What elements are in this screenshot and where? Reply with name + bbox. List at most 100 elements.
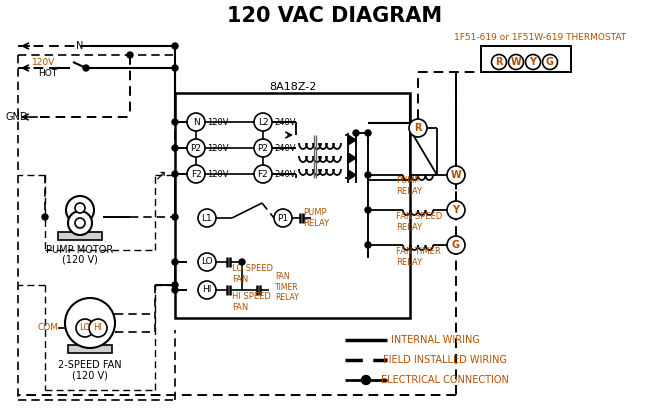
Circle shape xyxy=(65,298,115,348)
Circle shape xyxy=(198,209,216,227)
Polygon shape xyxy=(348,153,356,163)
Circle shape xyxy=(172,287,178,293)
Circle shape xyxy=(365,130,371,136)
Text: G: G xyxy=(452,240,460,250)
Text: 120V: 120V xyxy=(207,143,228,153)
Text: HI SPEED
FAN: HI SPEED FAN xyxy=(232,292,271,312)
Circle shape xyxy=(172,43,178,49)
Circle shape xyxy=(198,281,216,299)
Circle shape xyxy=(274,209,292,227)
Circle shape xyxy=(187,139,205,157)
Text: 120V: 120V xyxy=(207,117,228,127)
Bar xyxy=(68,345,112,353)
Circle shape xyxy=(365,207,371,213)
Bar xyxy=(481,46,571,72)
Bar xyxy=(58,232,102,240)
Circle shape xyxy=(239,259,245,265)
Circle shape xyxy=(75,218,85,228)
Circle shape xyxy=(76,319,94,337)
Circle shape xyxy=(365,172,371,178)
Circle shape xyxy=(492,54,507,70)
Circle shape xyxy=(172,282,178,288)
Text: 8A18Z-2: 8A18Z-2 xyxy=(269,82,316,92)
Text: N: N xyxy=(76,41,84,51)
Circle shape xyxy=(68,211,92,235)
Circle shape xyxy=(447,236,465,254)
Circle shape xyxy=(187,165,205,183)
Circle shape xyxy=(89,319,107,337)
Text: G: G xyxy=(546,57,554,67)
Text: PUMP
RELAY: PUMP RELAY xyxy=(303,208,329,228)
Text: HI: HI xyxy=(202,285,212,295)
Text: R: R xyxy=(495,57,502,67)
Bar xyxy=(175,93,410,318)
Circle shape xyxy=(198,253,216,271)
Text: N: N xyxy=(193,117,200,127)
Circle shape xyxy=(172,171,178,177)
Text: (120 V): (120 V) xyxy=(72,370,108,380)
Circle shape xyxy=(187,113,205,131)
Text: PUMP
RELAY: PUMP RELAY xyxy=(396,176,422,196)
Text: 2-SPEED FAN: 2-SPEED FAN xyxy=(58,360,122,370)
Circle shape xyxy=(42,214,48,220)
Text: 240V: 240V xyxy=(274,170,295,178)
Text: Y: Y xyxy=(529,57,537,67)
Text: 120 VAC DIAGRAM: 120 VAC DIAGRAM xyxy=(227,6,443,26)
Text: P2: P2 xyxy=(190,143,202,153)
Text: 1F51-619 or 1F51W-619 THERMOSTAT: 1F51-619 or 1F51W-619 THERMOSTAT xyxy=(454,33,626,41)
Text: LO SPEED
FAN: LO SPEED FAN xyxy=(232,264,273,284)
Circle shape xyxy=(83,65,89,71)
Circle shape xyxy=(365,242,371,248)
Text: F2: F2 xyxy=(191,170,202,178)
Circle shape xyxy=(362,375,371,385)
Text: W: W xyxy=(511,57,521,67)
Text: P2: P2 xyxy=(257,143,269,153)
Circle shape xyxy=(75,203,85,213)
Text: FIELD INSTALLED WIRING: FIELD INSTALLED WIRING xyxy=(383,355,507,365)
Text: 120V: 120V xyxy=(207,170,228,178)
Polygon shape xyxy=(348,135,356,145)
Circle shape xyxy=(254,165,272,183)
Circle shape xyxy=(172,145,178,151)
Circle shape xyxy=(409,119,427,137)
Text: F2: F2 xyxy=(258,170,269,178)
Circle shape xyxy=(509,54,523,70)
Circle shape xyxy=(172,65,178,71)
Text: 120V: 120V xyxy=(32,57,55,67)
Circle shape xyxy=(254,139,272,157)
Text: L2: L2 xyxy=(258,117,268,127)
Circle shape xyxy=(543,54,557,70)
Text: ↗: ↗ xyxy=(154,168,165,182)
Text: FAN TIMER
RELAY: FAN TIMER RELAY xyxy=(396,247,441,267)
Text: INTERNAL WIRING: INTERNAL WIRING xyxy=(391,335,480,345)
Text: Y: Y xyxy=(452,205,460,215)
Text: W: W xyxy=(451,170,462,180)
Text: LO: LO xyxy=(80,323,90,333)
Text: FAN
TIMER
RELAY: FAN TIMER RELAY xyxy=(275,272,299,302)
Text: FAN SPEED
RELAY: FAN SPEED RELAY xyxy=(396,212,442,232)
Circle shape xyxy=(447,166,465,184)
Text: COM: COM xyxy=(37,323,58,333)
Text: LO: LO xyxy=(201,258,213,266)
Circle shape xyxy=(447,201,465,219)
Text: (120 V): (120 V) xyxy=(62,255,98,265)
Circle shape xyxy=(353,130,359,136)
Circle shape xyxy=(127,52,133,58)
Circle shape xyxy=(172,214,178,220)
Text: 240V: 240V xyxy=(274,143,295,153)
Text: R: R xyxy=(414,123,421,133)
Text: ELECTRICAL CONNECTION: ELECTRICAL CONNECTION xyxy=(381,375,509,385)
Text: 240V: 240V xyxy=(274,117,295,127)
Text: PUMP MOTOR: PUMP MOTOR xyxy=(46,245,114,255)
Circle shape xyxy=(172,119,178,125)
Circle shape xyxy=(172,259,178,265)
Circle shape xyxy=(66,196,94,224)
Circle shape xyxy=(254,113,272,131)
Text: P1: P1 xyxy=(277,214,289,222)
Text: HI: HI xyxy=(94,323,103,333)
Text: GND: GND xyxy=(5,112,28,122)
Polygon shape xyxy=(348,170,356,180)
Text: HOT: HOT xyxy=(38,68,57,78)
Circle shape xyxy=(525,54,541,70)
Text: L1: L1 xyxy=(202,214,212,222)
